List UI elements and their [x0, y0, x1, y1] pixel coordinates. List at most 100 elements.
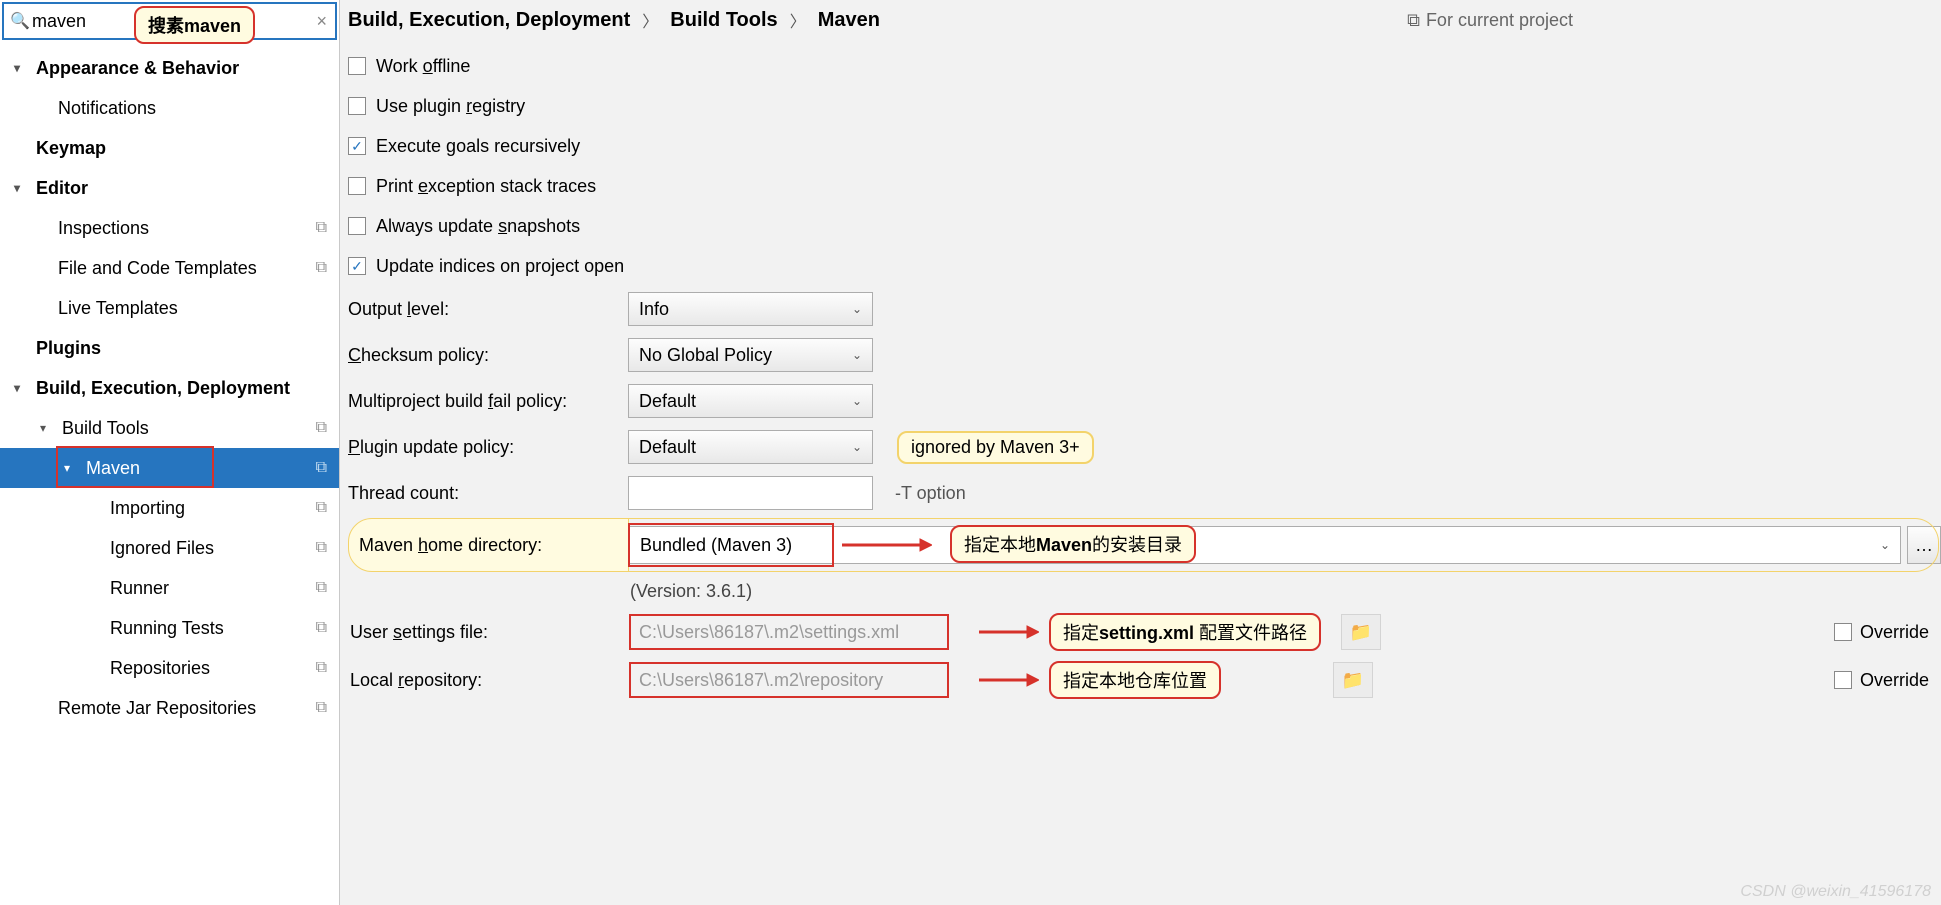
- project-icon: ⧉: [316, 499, 327, 517]
- input-user-settings[interactable]: C:\Users\86187\.m2\settings.xml: [629, 614, 949, 650]
- settings-annotation: 指定setting.xml 配置文件路径: [1049, 613, 1321, 651]
- tree-importing[interactable]: Importing⧉: [0, 488, 339, 528]
- bc-build[interactable]: Build, Execution, Deployment: [348, 9, 630, 32]
- bc-tools[interactable]: Build Tools: [670, 9, 777, 32]
- chevron-down-icon: ⌄: [852, 348, 862, 362]
- label-local-repo: Local repository:: [348, 670, 629, 691]
- main-panel: Build, Execution, Deployment 〉 Build Too…: [340, 0, 1941, 905]
- label-maven-home: Maven home directory:: [359, 535, 542, 556]
- folder-button[interactable]: 📁: [1341, 614, 1381, 650]
- project-icon: ⧉: [316, 539, 327, 557]
- tree-appearance[interactable]: ▾Appearance & Behavior: [0, 48, 339, 88]
- tree-running-tests[interactable]: Running Tests⧉: [0, 608, 339, 648]
- label-print-exc: Print exception stack traces: [376, 176, 596, 197]
- project-icon: ⧉: [316, 259, 327, 277]
- select-checksum[interactable]: No Global Policy⌄: [628, 338, 873, 372]
- tree-repositories[interactable]: Repositories⧉: [0, 648, 339, 688]
- label-exec-goals: Execute goals recursively: [376, 136, 580, 157]
- label-multiproj: Multiproject build fail policy:: [348, 391, 618, 412]
- checkbox-exec-goals[interactable]: [348, 137, 366, 155]
- tree-notifications[interactable]: Notifications: [0, 88, 339, 128]
- project-icon: ⧉: [316, 659, 327, 677]
- search-row: 🔍 搜素maven ×: [2, 2, 337, 40]
- tree-runner[interactable]: Runner⧉: [0, 568, 339, 608]
- project-icon: ⧉: [316, 419, 327, 437]
- checkbox-print-exc[interactable]: [348, 177, 366, 195]
- label-output-level: Output level:: [348, 299, 618, 320]
- maven-home-value: Bundled (Maven 3): [640, 535, 792, 556]
- label-user-settings: User settings file:: [348, 622, 629, 643]
- label-checksum: Checksum policy:: [348, 345, 618, 366]
- clear-icon[interactable]: ×: [308, 11, 335, 32]
- tree-editor[interactable]: ▾Editor: [0, 168, 339, 208]
- maven-form: Work offline Use plugin registry Execute…: [340, 40, 1941, 704]
- search-callout: 搜素maven: [134, 6, 255, 44]
- browse-button[interactable]: …: [1907, 526, 1941, 564]
- tree-plugins[interactable]: Plugins: [0, 328, 339, 368]
- chevron-right-icon: 〉: [638, 8, 662, 32]
- tree-maven[interactable]: ▾Maven⧉: [0, 448, 339, 488]
- row-output-level: Output level: Info⌄: [348, 286, 1941, 332]
- row-update-indices: Update indices on project open: [348, 246, 1941, 286]
- arrow-icon: [979, 622, 1039, 642]
- tree-keymap[interactable]: Keymap: [0, 128, 339, 168]
- project-icon: ⧉: [1407, 10, 1420, 31]
- input-local-repo[interactable]: C:\Users\86187\.m2\repository: [629, 662, 949, 698]
- tree-ignored-files[interactable]: Ignored Files⧉: [0, 528, 339, 568]
- label-maven-home-wrap: Maven home directory:: [348, 518, 629, 572]
- label-always-update: Always update snapshots: [376, 216, 580, 237]
- label-plugin-update: Plugin update policy:: [348, 437, 618, 458]
- select-plugin-update[interactable]: Default⌄: [628, 430, 873, 464]
- bc-maven: Maven: [818, 9, 880, 32]
- row-checksum: Checksum policy: No Global Policy⌄: [348, 332, 1941, 378]
- row-user-settings: User settings file: C:\Users\86187\.m2\s…: [348, 608, 1941, 656]
- tree-remote-jar[interactable]: Remote Jar Repositories⧉: [0, 688, 339, 728]
- watermark: CSDN @weixin_41596178: [1740, 883, 1931, 901]
- tree-file-templates[interactable]: File and Code Templates⧉: [0, 248, 339, 288]
- folder-button[interactable]: 📁: [1333, 662, 1373, 698]
- checkbox-update-indices[interactable]: [348, 257, 366, 275]
- input-thread-count[interactable]: [628, 476, 873, 510]
- override-repo: Override: [1834, 670, 1929, 691]
- settings-sidebar: 🔍 搜素maven × ▾Appearance & Behavior Notif…: [0, 0, 340, 905]
- plugin-update-hint: ignored by Maven 3+: [897, 431, 1094, 464]
- row-multiproj: Multiproject build fail policy: Default⌄: [348, 378, 1941, 424]
- override-settings: Override: [1834, 622, 1929, 643]
- tree-live-templates[interactable]: Live Templates: [0, 288, 339, 328]
- label-thread-count: Thread count:: [348, 483, 618, 504]
- chevron-down-icon: ⌄: [852, 302, 862, 316]
- row-always-update: Always update snapshots: [348, 206, 1941, 246]
- checkbox-always-update[interactable]: [348, 217, 366, 235]
- chevron-down-icon: ⌄: [852, 394, 862, 408]
- tree-build-exec[interactable]: ▾Build, Execution, Deployment: [0, 368, 339, 408]
- tree-build-tools[interactable]: ▾Build Tools⧉: [0, 408, 339, 448]
- maven-version: (Version: 3.6.1): [630, 574, 1941, 608]
- select-multiproj[interactable]: Default⌄: [628, 384, 873, 418]
- chevron-down-icon: ⌄: [852, 440, 862, 454]
- row-exec-goals: Execute goals recursively: [348, 126, 1941, 166]
- row-local-repo: Local repository: C:\Users\86187\.m2\rep…: [348, 656, 1941, 704]
- project-icon: ⧉: [316, 619, 327, 637]
- chevron-down-icon: ⌄: [1880, 538, 1890, 552]
- settings-tree: ▾Appearance & Behavior Notifications Key…: [0, 42, 339, 905]
- label-override: Override: [1860, 670, 1929, 691]
- project-icon: ⧉: [316, 699, 327, 717]
- arrow-icon: [979, 670, 1039, 690]
- maven-home-annotation: 指定本地Maven的安装目录: [950, 525, 1196, 563]
- checkbox-override-settings[interactable]: [1834, 623, 1852, 641]
- select-output-level[interactable]: Info⌄: [628, 292, 873, 326]
- label-use-plugin: Use plugin registry: [376, 96, 525, 117]
- row-thread-count: Thread count: -T option: [348, 470, 1941, 516]
- checkbox-use-plugin[interactable]: [348, 97, 366, 115]
- checkbox-override-repo[interactable]: [1834, 671, 1852, 689]
- label-update-indices: Update indices on project open: [376, 256, 624, 277]
- checkbox-work-offline[interactable]: [348, 57, 366, 75]
- project-icon: ⧉: [316, 459, 327, 477]
- select-maven-home[interactable]: Bundled (Maven 3) 指定本地Maven的安装目录 ⌄: [629, 526, 1901, 564]
- for-current-project: ⧉For current project: [1407, 10, 1573, 31]
- tree-inspections[interactable]: Inspections⧉: [0, 208, 339, 248]
- chevron-right-icon: 〉: [786, 8, 810, 32]
- row-work-offline: Work offline: [348, 46, 1941, 86]
- arrow-icon: [842, 535, 932, 555]
- project-icon: ⧉: [316, 579, 327, 597]
